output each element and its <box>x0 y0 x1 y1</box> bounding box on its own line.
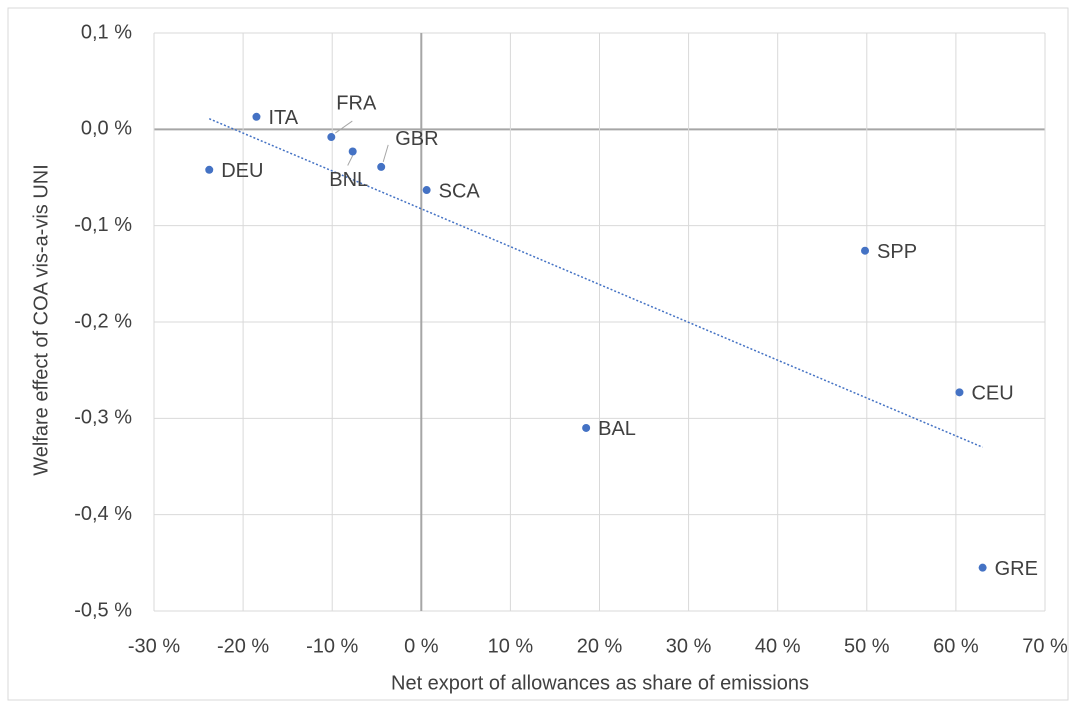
y-tick-label: 0,1 % <box>81 21 132 43</box>
y-tick-label: -0,2 % <box>74 310 132 332</box>
data-point <box>978 563 987 572</box>
x-tick-label: 20 % <box>577 635 623 657</box>
leader-line <box>382 144 389 163</box>
point-label: ITA <box>268 107 298 129</box>
data-point <box>205 165 214 174</box>
y-tick-label: -0,3 % <box>74 407 132 429</box>
point-label: GRE <box>995 558 1038 580</box>
point-label: DEU <box>221 160 263 182</box>
point-label: SPP <box>877 241 917 263</box>
x-tick-label: -30 % <box>128 635 180 657</box>
chart-border <box>7 7 1069 701</box>
data-point <box>327 133 336 142</box>
point-label: BNL <box>329 169 368 191</box>
y-tick-label: 0,0 % <box>81 118 132 140</box>
data-point <box>348 147 357 156</box>
x-tick-label: 70 % <box>1022 635 1068 657</box>
y-tick-label: -0,5 % <box>74 599 132 621</box>
y-tick-label: -0,4 % <box>74 503 132 525</box>
point-label: BAL <box>598 418 636 440</box>
point-label: GBR <box>395 128 438 150</box>
point-label: FRA <box>336 92 377 114</box>
leader-line <box>335 120 353 134</box>
x-tick-label: 60 % <box>933 635 979 657</box>
x-tick-label: 40 % <box>755 635 801 657</box>
x-tick-label: -20 % <box>217 635 269 657</box>
data-point <box>252 112 261 121</box>
data-point <box>861 246 870 255</box>
point-label: CEU <box>971 383 1013 405</box>
data-point <box>955 388 964 397</box>
y-tick-label: -0,1 % <box>74 214 132 236</box>
x-tick-label: 0 % <box>404 635 439 657</box>
x-tick-label: 30 % <box>666 635 712 657</box>
trendline <box>208 118 983 448</box>
x-tick-label: 50 % <box>844 635 890 657</box>
x-tick-label: -10 % <box>306 635 358 657</box>
data-point <box>377 162 386 171</box>
leader-line <box>347 155 354 166</box>
data-point <box>582 423 591 432</box>
point-label: SCA <box>439 180 481 202</box>
y-axis-title: Welfare effect of COA vis-a-vis UNI <box>30 164 52 476</box>
x-axis-title: Net export of allowances as share of emi… <box>391 672 809 694</box>
data-point <box>422 186 431 195</box>
x-tick-label: 10 % <box>488 635 534 657</box>
